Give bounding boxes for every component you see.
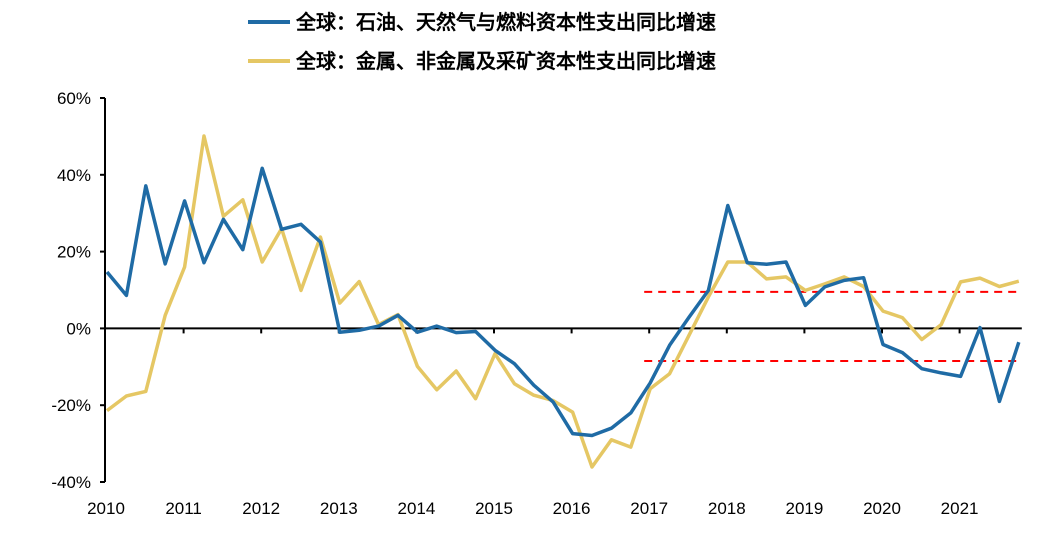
y-tick-label: 20%	[57, 243, 91, 262]
y-tick-label: 0%	[66, 319, 91, 338]
x-tick-label: 2015	[475, 499, 513, 518]
x-tick-label: 2016	[553, 499, 591, 518]
x-tick-label: 2018	[708, 499, 746, 518]
legend: 全球：石油、天然气与燃料资本性支出同比增速 全球：金属、非金属及采矿资本性支出同…	[248, 10, 716, 73]
y-tick-label: -20%	[51, 396, 91, 415]
series-lines	[105, 134, 1021, 469]
x-tick-label: 2012	[242, 499, 280, 518]
x-tick-label: 2019	[785, 499, 823, 518]
series-line-oil-gas	[105, 166, 1021, 438]
x-tick-label: 2021	[941, 499, 979, 518]
x-tick-label: 2010	[87, 499, 125, 518]
x-tick-label: 2017	[630, 499, 668, 518]
y-tick-label: -40%	[51, 473, 91, 492]
axes: 60% 40% 20% 0% -20% -40% 2010 2011 2012 2013 2014 2…	[51, 89, 1022, 518]
x-tick-label: 2020	[863, 499, 901, 518]
x-tick-label: 2011	[165, 499, 202, 518]
y-tick-label: 60%	[57, 89, 91, 108]
legend-label-oil-gas: 全球：石油、天然气与燃料资本性支出同比增速	[295, 10, 716, 34]
x-tick-label: 2014	[397, 499, 435, 518]
x-tick-label: 2013	[320, 499, 358, 518]
y-tick-label: 40%	[57, 166, 91, 185]
legend-label-metals-mining: 全球：金属、非金属及采矿资本性支出同比增速	[295, 49, 716, 73]
